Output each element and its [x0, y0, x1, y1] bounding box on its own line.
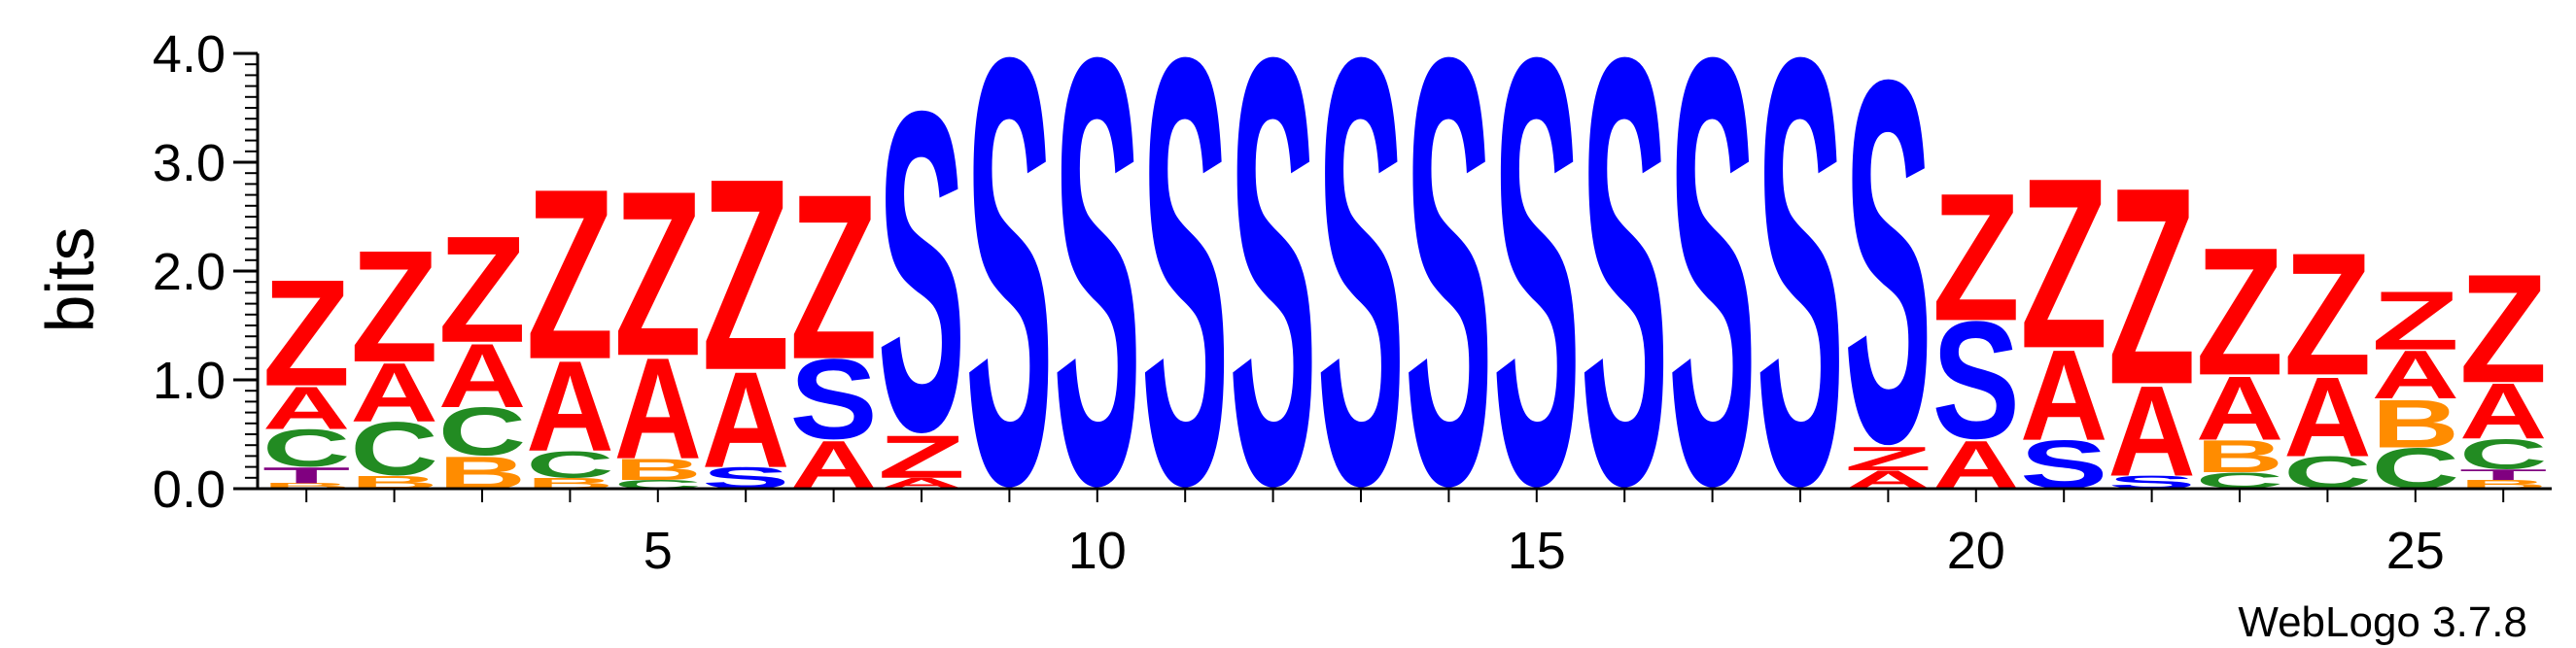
logo-glyph-z: Z — [2107, 128, 2195, 443]
logo-glyph-s: S — [1581, 0, 1668, 611]
y-tick-label: 3.0 — [153, 134, 226, 192]
logo-glyph-z: Z — [702, 121, 789, 426]
logo-glyph-z: Z — [438, 204, 526, 374]
logo-glyph-z: Z — [262, 248, 350, 418]
logo-glyph-z: Z — [350, 218, 437, 395]
x-tick-label: 15 — [1508, 522, 1566, 580]
logo-glyph-s: S — [1229, 0, 1316, 611]
logo-glyph-z: Z — [789, 145, 877, 408]
logo-glyph-z: Z — [1932, 156, 2020, 360]
y-tick-label: 1.0 — [153, 352, 226, 410]
x-tick-label: 5 — [644, 522, 673, 580]
logo-glyph-s: S — [1317, 0, 1405, 611]
x-tick-label: 25 — [2386, 522, 2445, 580]
logo-glyph-s: S — [1405, 0, 1492, 611]
y-axis-ticks: 0.0 1.0 2.0 3.0 4.0 — [153, 25, 258, 519]
y-tick-label: 0.0 — [153, 460, 226, 519]
logo-glyph-s: S — [965, 0, 1053, 611]
logo-glyph-z: Z — [2283, 218, 2371, 413]
logo-glyph-z: Z — [526, 138, 613, 410]
y-tick-label: 4.0 — [153, 25, 226, 84]
logo-glyph-z: Z — [614, 141, 702, 404]
logo-glyph-z: Z — [2459, 242, 2547, 415]
logo-glyph-z: Z — [2372, 274, 2459, 367]
logo-glyph-s: S — [1493, 0, 1581, 611]
logo-glyph-s: S — [1757, 0, 1844, 611]
logo-glyph-s: S — [1844, 0, 1932, 550]
logo-glyph-s: S — [1668, 0, 1756, 611]
x-tick-label: 10 — [1068, 522, 1127, 580]
y-tick-label: 2.0 — [153, 243, 226, 301]
y-axis-label: bits — [32, 227, 108, 333]
logo-glyph-z: Z — [2196, 211, 2283, 415]
logo-glyph-z: Z — [2020, 127, 2107, 399]
logo-glyph-s: S — [1141, 0, 1229, 611]
logo-glyph-s: S — [878, 17, 965, 526]
footer-credit: WebLogo 3.7.8 — [2238, 598, 2527, 646]
logo-glyph-s: S — [1054, 0, 1141, 611]
x-tick-label: 20 — [1947, 522, 2005, 580]
